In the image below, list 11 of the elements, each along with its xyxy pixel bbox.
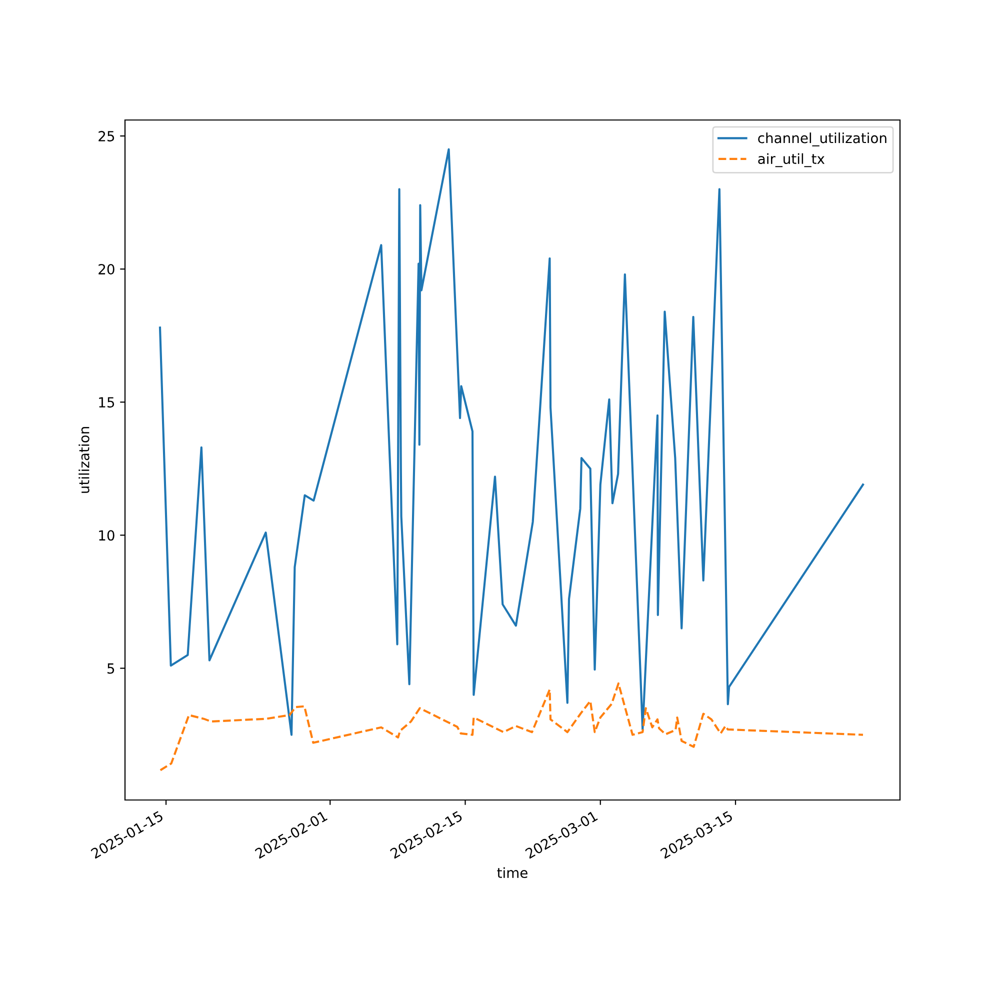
- y-tick-label: 5: [108, 663, 114, 674]
- legend-label: channel_utilization: [758, 132, 886, 146]
- y-tick-label: 15: [99, 397, 114, 408]
- y-tick-label: 20: [98, 264, 114, 275]
- y-tick-label: 10: [99, 530, 114, 541]
- y-tick-label: 25: [98, 130, 114, 142]
- line-series: [158, 148, 864, 736]
- y-axis-title: utilization: [78, 427, 90, 493]
- line-series: [159, 682, 864, 772]
- legend-label: air_util_tx: [758, 153, 825, 168]
- x-axis-title: time: [497, 867, 528, 878]
